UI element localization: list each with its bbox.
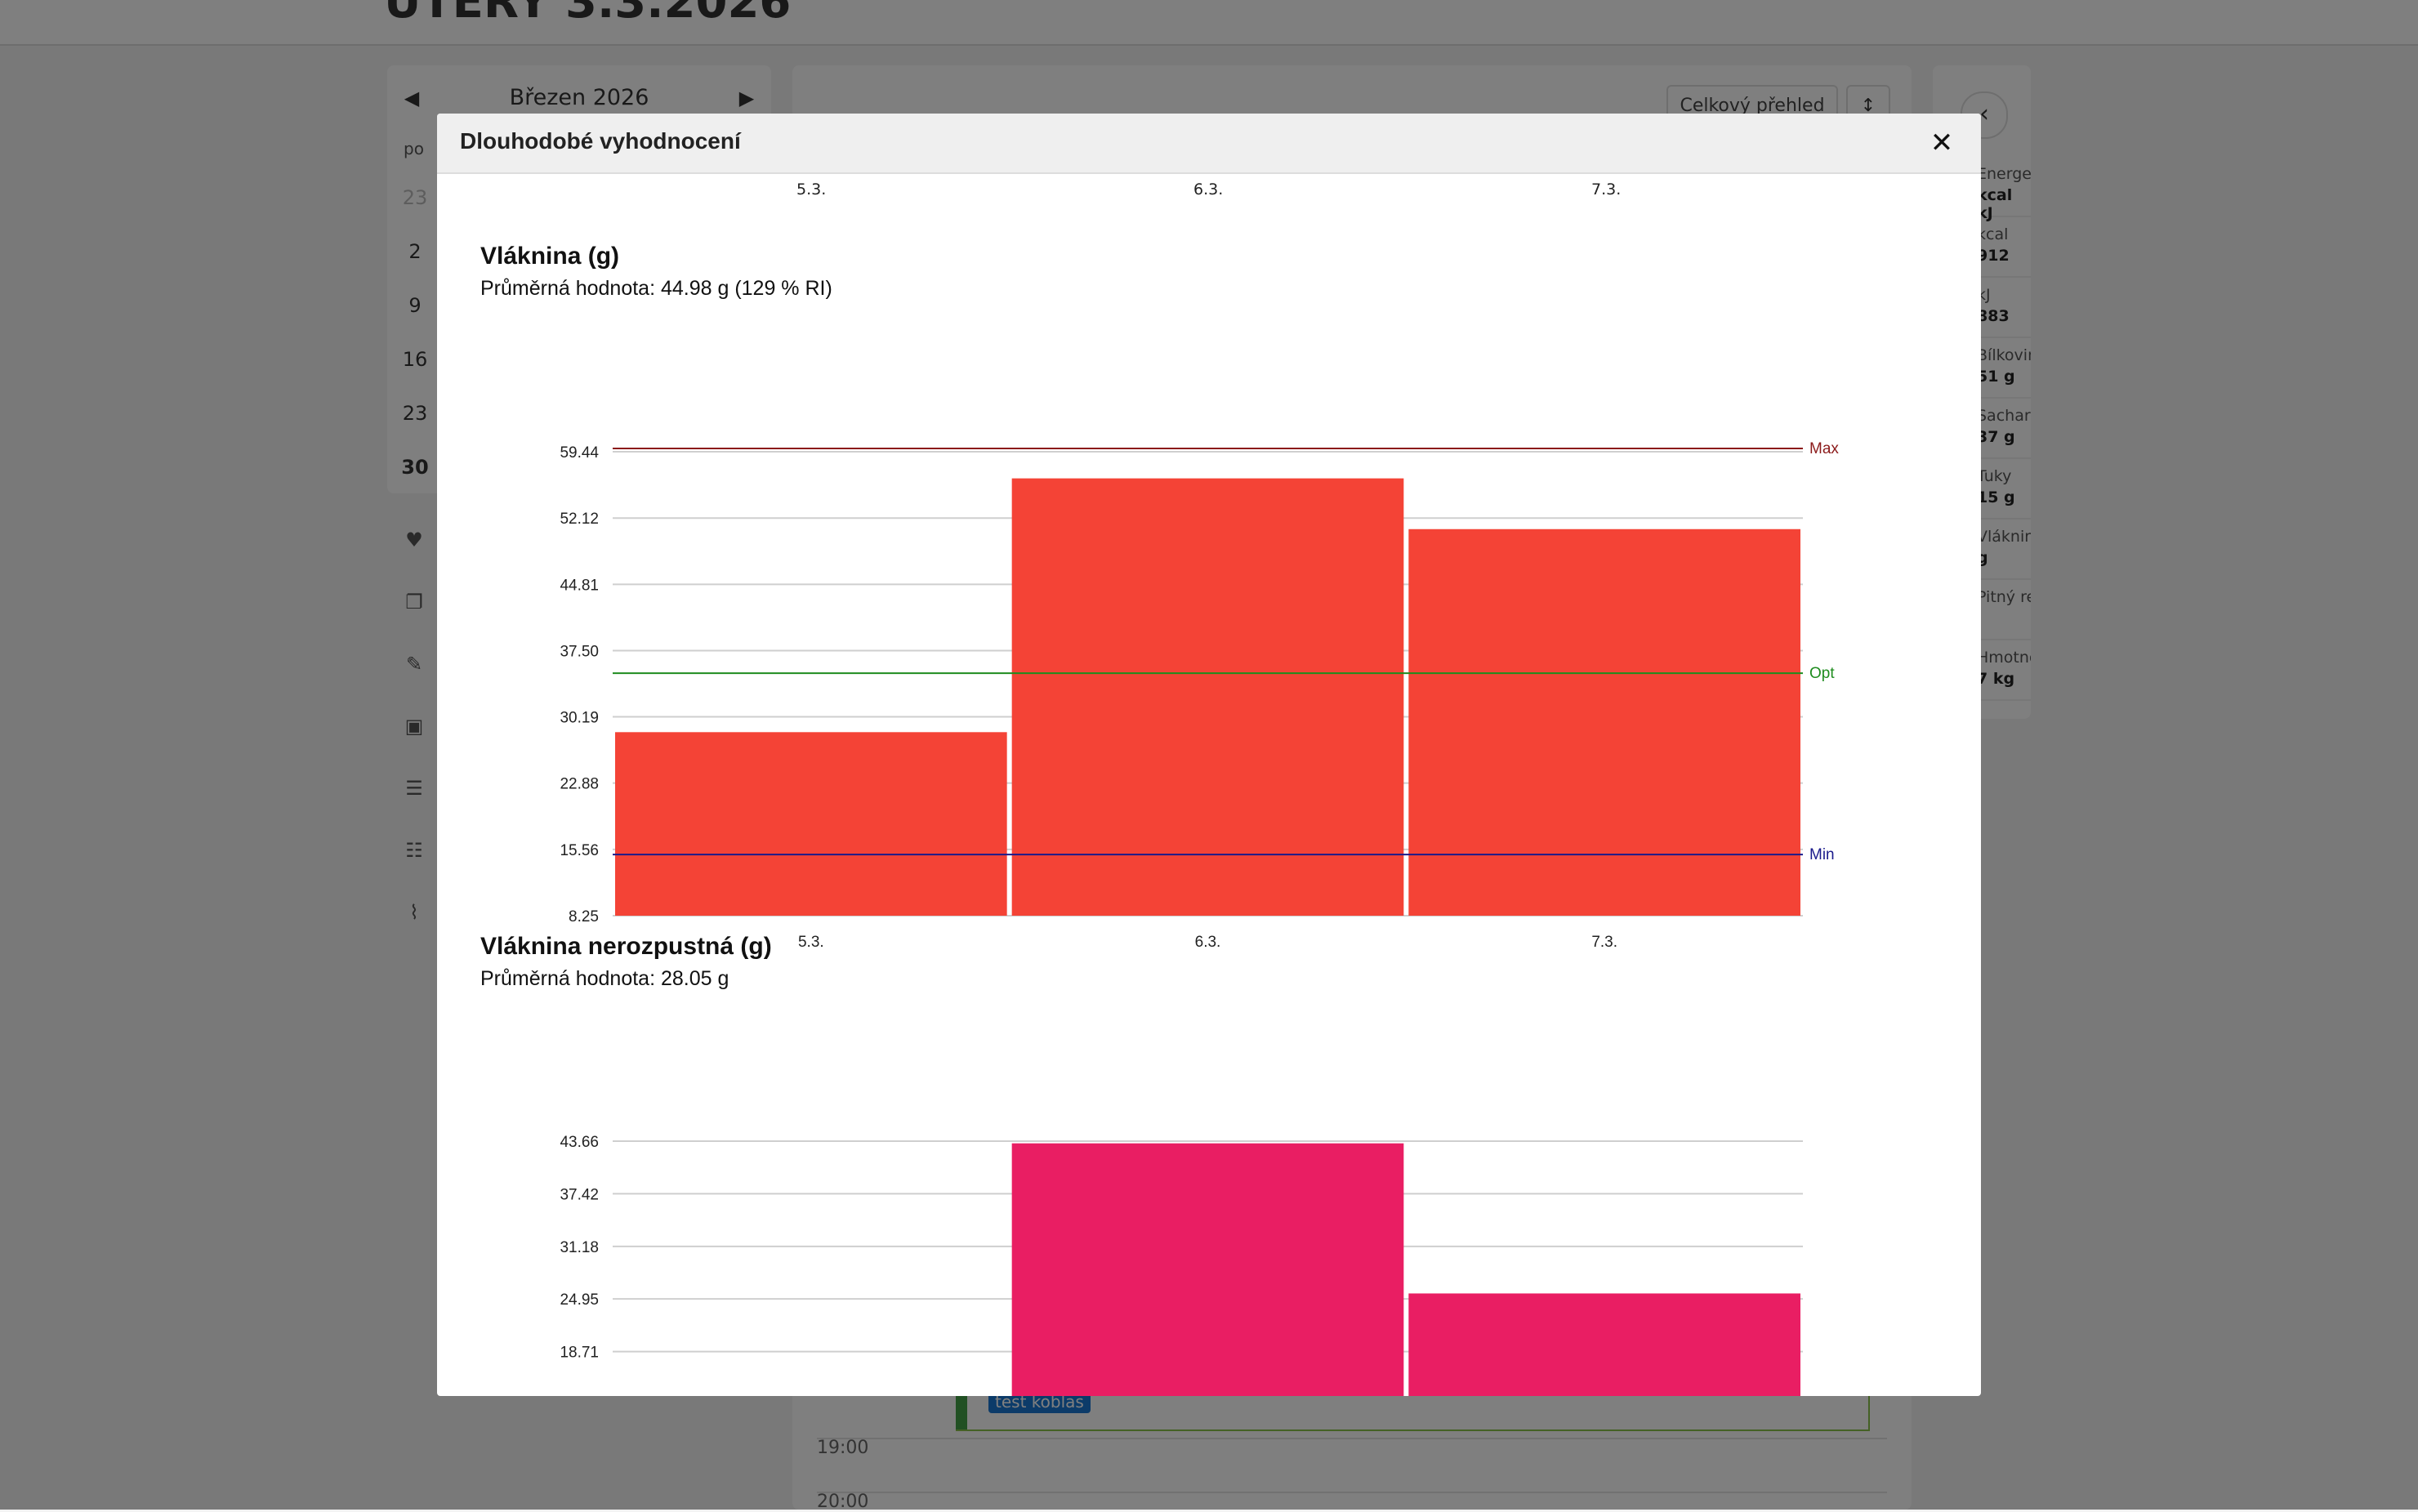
x-tick-label: 7.3. — [1591, 934, 1617, 951]
chart-average: Průměrná hodnota: 44.98 g (129 % RI) — [480, 277, 832, 300]
y-tick-label: 44.81 — [560, 577, 599, 594]
y-tick-label: 15.56 — [560, 842, 599, 859]
insoluble-fiber-chart: 43.66 37.42 31.18 24.95 18.71 — [560, 1134, 1803, 1396]
x-tick-label: 5.3. — [796, 181, 827, 198]
y-tick-label: 37.50 — [560, 643, 599, 660]
y-tick-label: 24.95 — [560, 1291, 599, 1309]
close-icon[interactable]: ✕ — [1929, 127, 1954, 159]
chart-title: Vláknina (g) — [480, 243, 620, 270]
y-tick-label: 37.42 — [560, 1186, 599, 1203]
modal-body: 5.3. 6.3. 7.3. Vláknina (g) Průměrná hod… — [437, 174, 1981, 1396]
x-tick-label: 5.3. — [798, 934, 824, 951]
long-term-evaluation-dialog: Dlouhodobé vyhodnocení ✕ 5.3. 6.3. 7.3. … — [437, 114, 1981, 1396]
y-tick-label: 8.25 — [569, 908, 599, 925]
fiber-chart: 59.44 52.12 44.81 37.50 30.19 22.88 15.56 8.25 M… — [560, 440, 1839, 951]
bar-6.3. — [1011, 478, 1404, 916]
modal-title: Dlouhodobé vyhodnocení — [460, 128, 741, 154]
x-tick-label: 6.3. — [1193, 181, 1224, 198]
y-tick-label: 18.71 — [560, 1345, 599, 1362]
x-tick-label: 7.3. — [1591, 181, 1622, 198]
y-tick-label: 30.19 — [560, 710, 599, 727]
bar-7.3. — [1408, 1293, 1800, 1396]
reference-line-label: Opt — [1809, 665, 1835, 682]
bar-7.3. — [1408, 529, 1800, 916]
reference-line-label: Max — [1809, 440, 1839, 457]
chart-title: Vláknina nerozpustná (g) — [480, 933, 772, 960]
y-tick-label: 22.88 — [560, 776, 599, 793]
modal-header: Dlouhodobé vyhodnocení ✕ — [437, 114, 1981, 174]
bar-5.3. — [615, 732, 1007, 916]
y-tick-label: 59.44 — [560, 444, 599, 462]
reference-line-label: Min — [1809, 846, 1835, 863]
chart-average: Průměrná hodnota: 28.05 g — [480, 967, 729, 990]
y-tick-label: 43.66 — [560, 1134, 599, 1151]
y-tick-label: 31.18 — [560, 1239, 599, 1256]
x-tick-label: 6.3. — [1195, 934, 1221, 951]
y-tick-label: 52.12 — [560, 511, 599, 528]
bar-6.3. — [1011, 1143, 1404, 1396]
